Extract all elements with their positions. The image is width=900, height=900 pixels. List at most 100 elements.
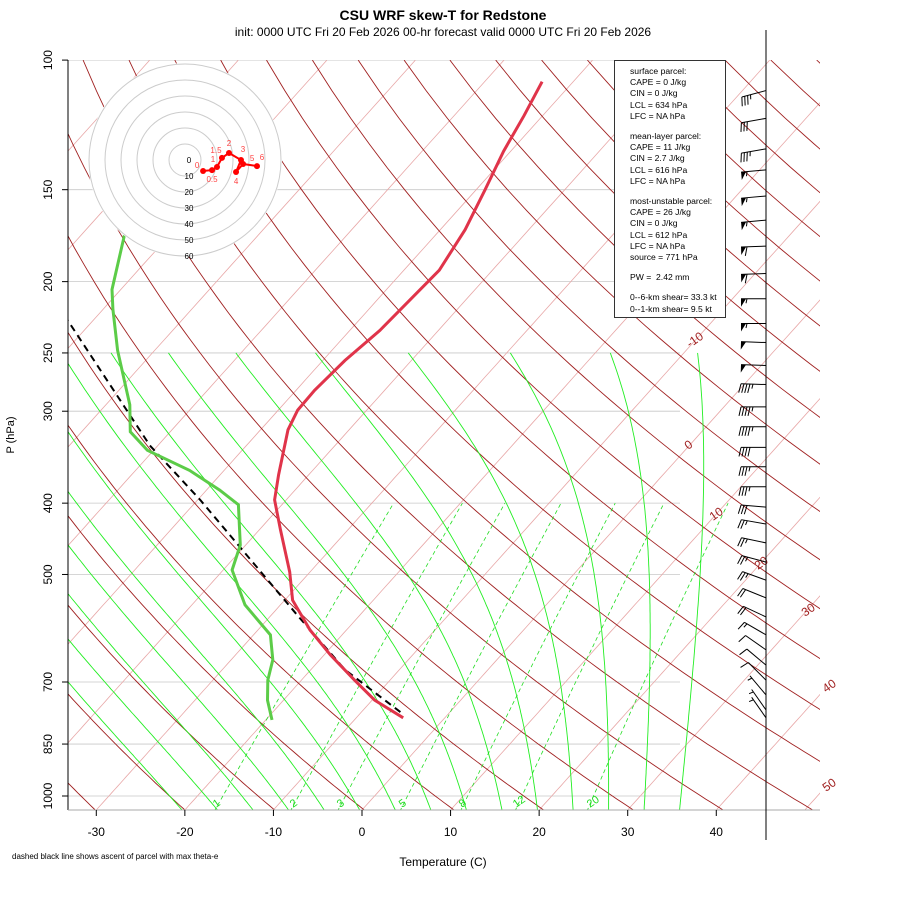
isotherm [627, 595, 820, 810]
wind-barb-feather [747, 447, 751, 457]
wind-barb-feather [738, 406, 742, 417]
dewpoint-line [110, 234, 275, 721]
hodograph-point [218, 154, 225, 161]
wind-barb-half-feather [745, 573, 749, 578]
wind-barb-pennant [741, 171, 747, 181]
wind-barb-feather [737, 555, 743, 565]
x-tick-label: 20 [532, 825, 546, 839]
moist-adiabat [235, 352, 503, 810]
footnote: dashed black line shows ascent of parcel… [12, 852, 219, 861]
isotherm [804, 792, 820, 810]
wind-barb-staff [746, 648, 767, 666]
wind-barb [747, 675, 767, 696]
isotherm [68, 60, 416, 448]
wind-barb-pennant [741, 197, 747, 207]
wind-barb-pennant [741, 274, 747, 283]
wind-barb-feather [744, 406, 748, 417]
wind-barb-staff [751, 697, 767, 719]
wind-barb-half-feather [751, 406, 754, 412]
legend-line: LFC = NA hPa [630, 175, 686, 186]
moist-adiabat [68, 681, 183, 810]
wind-barb-feather [739, 572, 746, 581]
x-axis-label: Temperature (C) [399, 855, 486, 869]
dry-adiabat [266, 60, 820, 610]
hodograph-point [200, 168, 207, 175]
isotherm [184, 102, 820, 810]
legend-shear: 0--1-km shear= 9.5 kt [630, 303, 712, 314]
wind-barb [740, 364, 767, 373]
y-tick-label: 150 [41, 179, 55, 199]
wind-barb-pennant [741, 246, 747, 256]
wind-barb [741, 323, 766, 332]
hodograph-ring-label: 10 [185, 172, 194, 181]
dry-adiabat [449, 60, 820, 418]
x-tick-label: -30 [88, 825, 106, 839]
y-tick-label: 850 [41, 734, 55, 754]
wind-barb-feather [738, 486, 742, 496]
wind-barb-feather [744, 274, 748, 284]
legend-line: CAPE = 0 J/kg [630, 77, 687, 88]
wind-barb [738, 486, 766, 496]
wind-barb-feather [741, 486, 745, 496]
wind-barb-half-feather [751, 426, 754, 432]
hodograph-ring-label: 60 [185, 252, 194, 261]
moist-adiabat [68, 593, 254, 810]
y-tick-label: 250 [41, 343, 55, 363]
hodograph-point [233, 169, 240, 175]
wind-barb-half-feather [748, 691, 754, 695]
dry-adiabat [82, 60, 814, 810]
wind-barb-feather [740, 505, 745, 515]
dry-adiabat [128, 60, 820, 762]
wind-barb-staff [740, 245, 767, 248]
isotherm [68, 60, 505, 547]
wind-barb-staff [742, 588, 767, 599]
wind-barb-feather [747, 426, 751, 436]
legend-line: surface parcel: [630, 66, 687, 76]
isotherm [68, 60, 593, 645]
mixing-ratio-label: 12 [511, 794, 528, 811]
wind-barb-half-feather [745, 538, 748, 544]
legend-line: mean-layer parcel: [630, 131, 702, 142]
wind-barb [738, 446, 766, 457]
wind-barb-feather [744, 466, 748, 476]
wind-barb-feather [738, 635, 746, 643]
profiles [68, 80, 544, 721]
isotherm [450, 398, 820, 810]
wind-barb-half-feather [751, 383, 754, 389]
moist-adiabat [609, 352, 651, 810]
legend-pw: PW = 2.42 mm [630, 272, 690, 283]
dry-adiabat [68, 132, 724, 810]
hodograph-point-label: 0.5 [206, 175, 218, 184]
wind-barb-half-feather [745, 556, 749, 562]
hodograph-point-label: 0 [195, 161, 200, 170]
wind-barb-feather [738, 426, 742, 436]
legend-shear: 0--6-km shear= 33.3 kt [630, 292, 717, 303]
y-tick-label: 500 [41, 564, 55, 584]
wind-barb-feather [744, 486, 748, 496]
wind-barb-feather [738, 383, 742, 393]
hodograph-point [240, 161, 247, 167]
wind-barb-staff [741, 519, 767, 525]
temperature-line [273, 80, 544, 720]
wind-barb-staff [747, 662, 767, 681]
x-tick-label: -10 [265, 825, 283, 839]
wind-barb-half-feather [745, 298, 748, 304]
wind-barb [741, 169, 767, 181]
wind-barb-staff [741, 148, 767, 154]
isotherm [715, 693, 820, 810]
wind-barb-pennant [740, 364, 747, 373]
wind-barb-feather [737, 504, 742, 514]
wind-barb [737, 571, 767, 581]
wind-barb-feather [741, 406, 745, 417]
mixing-ratio-line [214, 502, 394, 810]
legend-line: CIN = 0 J/kg [630, 218, 678, 229]
legend-line: CIN = 0 J/kg [630, 88, 678, 99]
wind-barb-half-feather [745, 197, 748, 203]
wind-barbs [737, 90, 767, 719]
wind-barb [740, 148, 767, 163]
hodograph-point [214, 164, 220, 171]
dry-adiabat [68, 235, 635, 810]
wind-barb [737, 555, 767, 565]
wind-barb-staff [744, 621, 767, 636]
